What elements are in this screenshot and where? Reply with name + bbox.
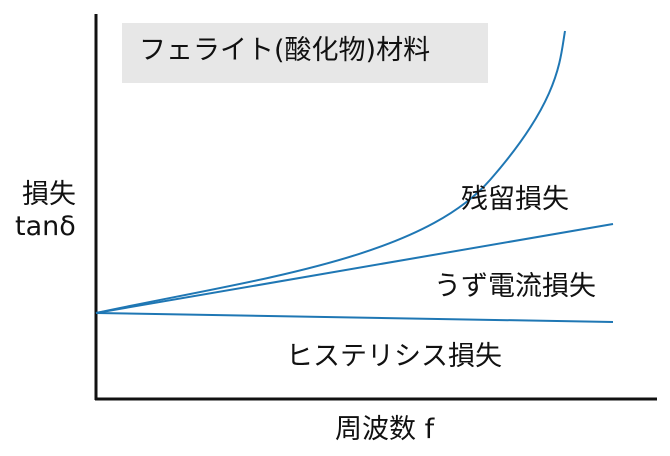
hysteresis-loss-label: ヒステリシス損失 [286, 341, 502, 372]
x-axis-label: 周波数 f [335, 414, 435, 445]
diagram-title: フェライト(酸化物)材料 [139, 35, 431, 66]
eddy-current-loss-line [95, 223, 614, 314]
title-box [122, 23, 488, 83]
hysteresis-loss-line [95, 312, 614, 323]
residual-loss-label: 残留損失 [461, 184, 569, 215]
eddy-current-loss-label: うず電流損失 [434, 271, 596, 302]
y-axis-label-loss: 損失 [22, 179, 76, 210]
residual-loss-curve [95, 30, 566, 314]
y-axis-label-tan-delta: tanδ [15, 211, 76, 242]
